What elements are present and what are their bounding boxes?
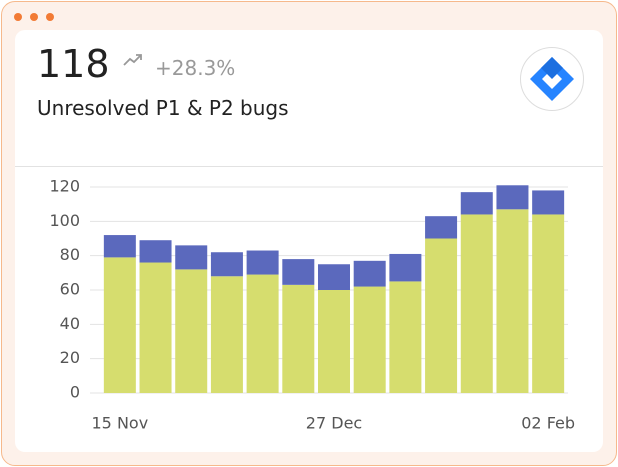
bar-segment bbox=[210, 276, 243, 393]
y-tick-label: 20 bbox=[60, 348, 80, 367]
trend-icon bbox=[123, 54, 142, 66]
bar-segment bbox=[139, 240, 172, 263]
y-tick-label: 100 bbox=[49, 211, 80, 230]
y-tick-label: 60 bbox=[60, 280, 80, 299]
bar-segment bbox=[389, 253, 422, 282]
chart: 0 20 40 60 80 100 120 15 Nov 27 Dec 02 Feb bbox=[49, 177, 575, 433]
y-tick-label: 120 bbox=[49, 177, 80, 196]
window-dot bbox=[46, 13, 54, 21]
bar-segment bbox=[353, 260, 386, 287]
jira-logo bbox=[520, 47, 584, 111]
divider bbox=[15, 166, 603, 167]
bar-segment bbox=[532, 214, 565, 393]
window-dot bbox=[14, 13, 22, 21]
bar-segment bbox=[318, 264, 350, 290]
metric-value: 118 bbox=[37, 42, 110, 86]
bar-segment bbox=[175, 269, 208, 393]
bar-segment bbox=[496, 185, 529, 210]
bar-segment bbox=[139, 262, 172, 393]
bar-segment bbox=[246, 250, 279, 275]
bar-segment bbox=[282, 259, 315, 285]
bar-segment bbox=[496, 209, 529, 393]
bar-segment bbox=[318, 290, 350, 393]
bar-segment bbox=[460, 192, 493, 215]
y-tick-label: 80 bbox=[60, 245, 80, 264]
x-tick-label: 27 Dec bbox=[306, 414, 362, 433]
bar-segment bbox=[353, 286, 386, 393]
logo-icon bbox=[530, 57, 574, 101]
y-tick-label: 0 bbox=[70, 383, 80, 402]
y-tick-label: 40 bbox=[60, 314, 80, 333]
x-tick-label: 02 Feb bbox=[521, 414, 575, 433]
bar-segment bbox=[246, 274, 279, 393]
bar-segment bbox=[425, 216, 458, 239]
bar-segment bbox=[282, 284, 315, 393]
metric-change: +28.3% bbox=[155, 56, 236, 80]
bar-segment bbox=[460, 214, 493, 393]
bar-segment bbox=[210, 252, 243, 277]
bar-segment bbox=[175, 245, 208, 270]
window-dot bbox=[30, 13, 38, 21]
bar-segment bbox=[389, 281, 422, 393]
metric-title: Unresolved P1 & P2 bugs bbox=[37, 96, 289, 120]
card: 118 +28.3% Unresolved P1 & P2 bugs 0 20 40… bbox=[15, 30, 603, 452]
bar-segment bbox=[103, 257, 136, 393]
bar-segment bbox=[103, 235, 136, 258]
bar-segment bbox=[425, 238, 458, 393]
x-tick-label: 15 Nov bbox=[92, 414, 149, 433]
bar-segment bbox=[532, 190, 565, 215]
